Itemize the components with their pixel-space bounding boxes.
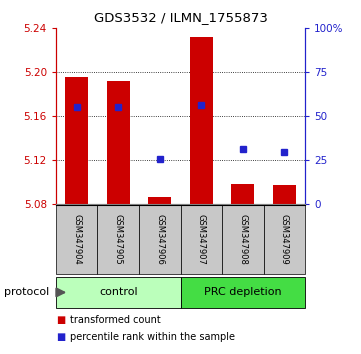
Text: GSM347908: GSM347908 (238, 215, 247, 265)
Bar (56, 277, 180, 308)
Bar (148, 197, 171, 204)
Bar (56, 205, 97, 274)
Bar (180, 205, 222, 274)
Title: GDS3532 / ILMN_1755873: GDS3532 / ILMN_1755873 (93, 11, 268, 24)
Text: transformed count: transformed count (70, 315, 161, 325)
Bar (139, 205, 180, 274)
Bar (222, 205, 264, 274)
Text: GSM347909: GSM347909 (280, 215, 289, 265)
Text: ■: ■ (56, 332, 65, 342)
Text: GSM347906: GSM347906 (155, 215, 164, 265)
Bar (65, 76, 88, 204)
Text: GSM347905: GSM347905 (114, 215, 123, 265)
Text: ■: ■ (56, 315, 65, 325)
Bar (190, 37, 213, 204)
Text: GSM347907: GSM347907 (197, 215, 206, 265)
Bar (231, 184, 254, 204)
Text: control: control (99, 287, 138, 297)
Text: GSM347904: GSM347904 (72, 215, 81, 265)
Bar (107, 81, 130, 204)
Bar (273, 185, 296, 204)
Bar (97, 205, 139, 274)
Text: PRC depletion: PRC depletion (204, 287, 282, 297)
Bar (180, 277, 305, 308)
Text: percentile rank within the sample: percentile rank within the sample (70, 332, 235, 342)
Bar (264, 205, 305, 274)
Text: protocol: protocol (4, 287, 49, 297)
